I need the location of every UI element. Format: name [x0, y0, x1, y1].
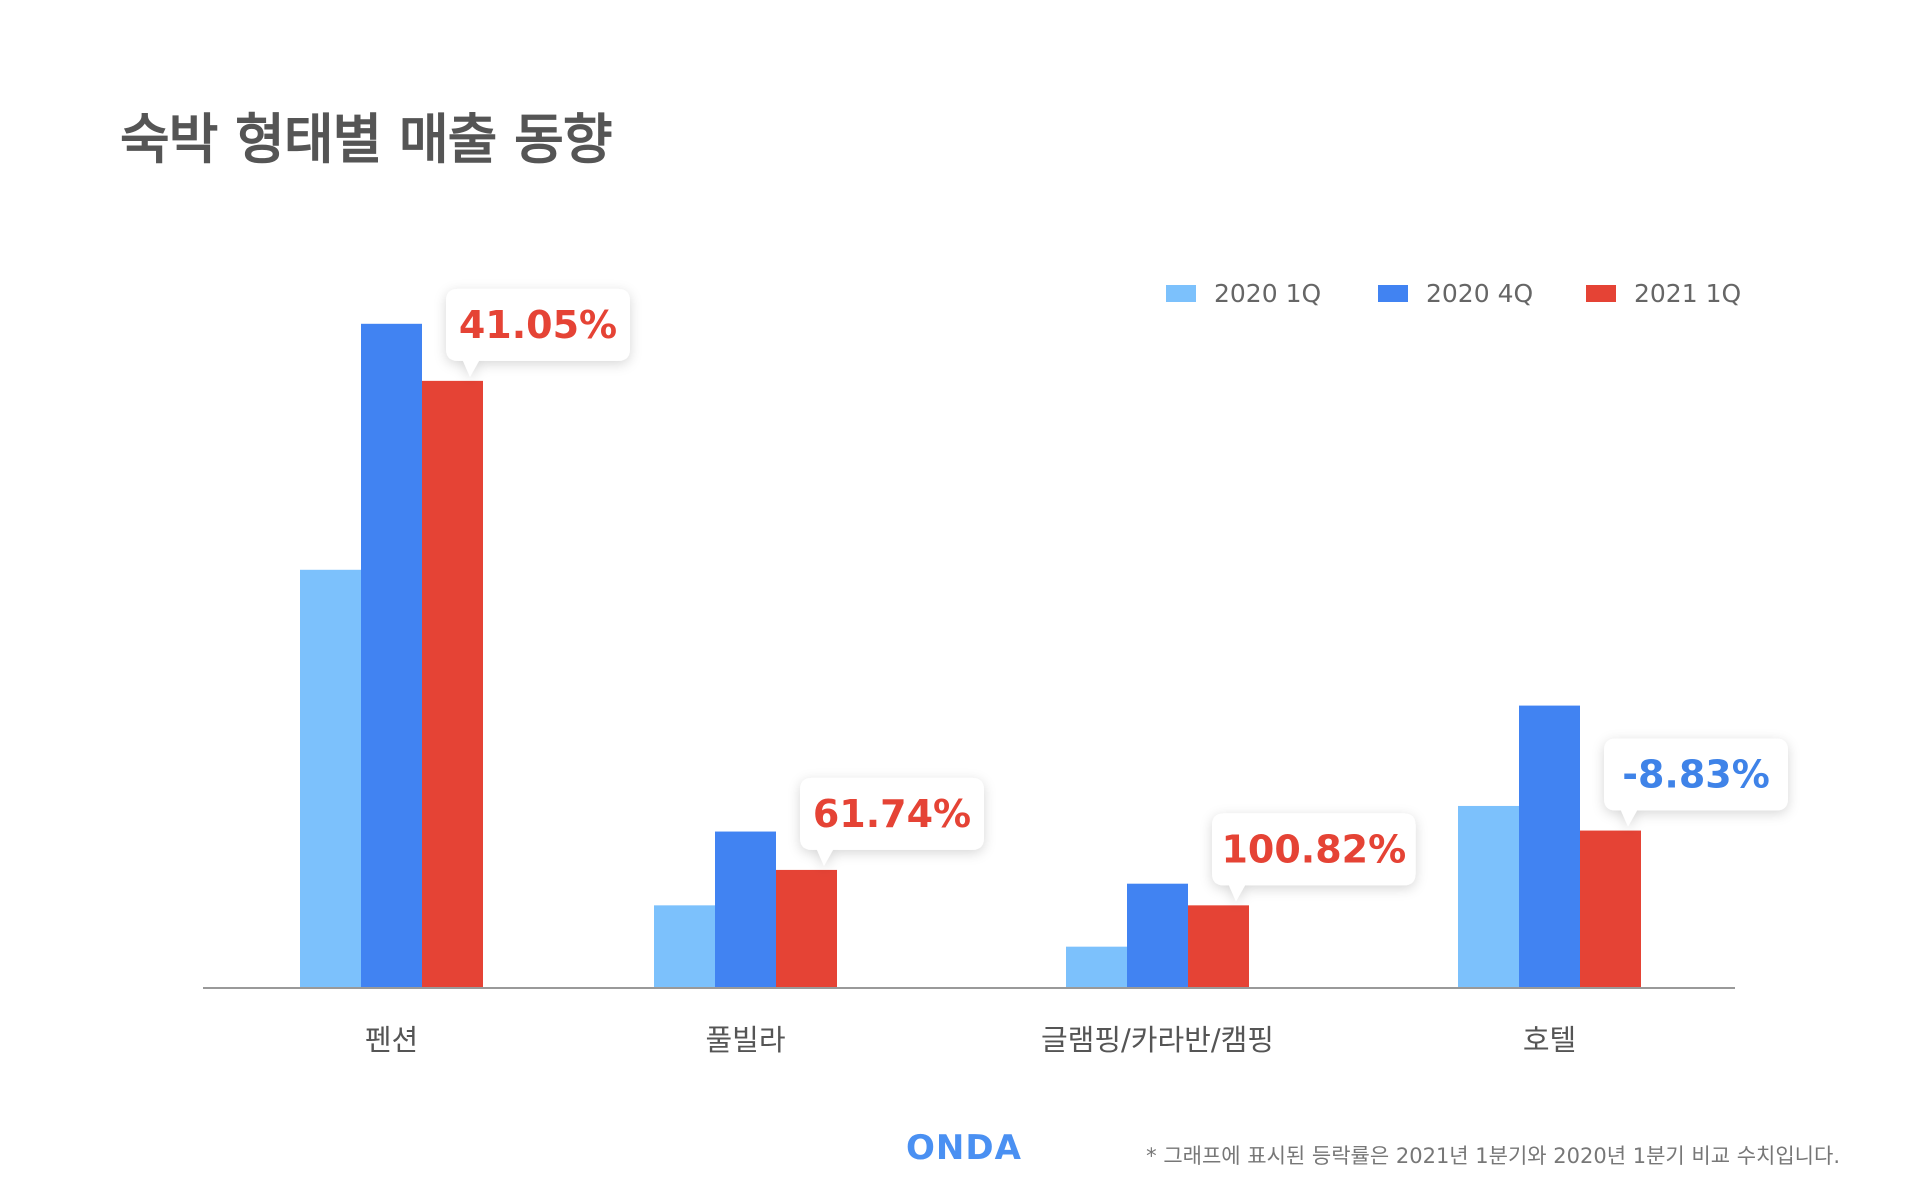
bar-2020-1q-1	[654, 905, 715, 988]
chart-legend: 2020 1Q 2020 4Q 2021 1Q	[1166, 279, 1741, 308]
callout-box	[1604, 738, 1788, 827]
data-label: -8.83%	[1622, 753, 1770, 797]
legend-swatch	[1586, 285, 1616, 302]
bar-2020-4q-2	[1127, 883, 1188, 988]
page-title: 숙박 형태별 매출 동향	[120, 108, 613, 171]
x-tick-labels: 펜션 풀빌라 글램핑/카라반/캠핑 호텔	[365, 1023, 1576, 1057]
x-tick-label: 풀빌라	[705, 1023, 785, 1057]
x-tick-label: 호텔	[1523, 1023, 1576, 1057]
callout-0: 41.05%	[446, 288, 630, 377]
bar-2020-4q-1	[715, 831, 776, 988]
callouts: 41.05% 61.74% 100.82% -8.83%	[446, 288, 1788, 902]
callout-2: 100.82%	[1212, 813, 1416, 902]
x-tick-label: 펜션	[365, 1023, 418, 1057]
data-label: 100.82%	[1221, 827, 1406, 871]
bar-2020-1q-3	[1458, 805, 1519, 988]
callout-box	[800, 777, 984, 866]
legend-swatch	[1166, 285, 1196, 302]
legend-label: 2020 1Q	[1214, 279, 1321, 308]
bar-2021-1q-3	[1580, 830, 1641, 988]
callout-box	[1212, 813, 1416, 902]
footnote: * 그래프에 표시된 등락률은 2021년 1분기와 2020년 1분기 비교 …	[1146, 1144, 1840, 1168]
legend-swatch	[1378, 285, 1408, 302]
callout-box	[446, 288, 630, 377]
bar-2020-1q-2	[1066, 946, 1127, 988]
onda-logo: ONDA	[906, 1128, 1022, 1168]
bar-2020-1q-0	[300, 569, 361, 988]
bar-2021-1q-2	[1188, 905, 1249, 988]
bar-2020-4q-3	[1519, 705, 1580, 988]
x-tick-label: 글램핑/카라반/캠핑	[1041, 1023, 1274, 1057]
callout-1: 61.74%	[800, 777, 984, 866]
callout-3: -8.83%	[1604, 738, 1788, 827]
data-label: 41.05%	[459, 303, 617, 347]
legend-label: 2020 4Q	[1426, 279, 1533, 308]
data-label: 61.74%	[813, 792, 971, 836]
legend-label: 2021 1Q	[1634, 279, 1741, 308]
bar-2020-4q-0	[361, 323, 422, 988]
bar-2021-1q-0	[422, 380, 483, 988]
bar-2021-1q-1	[776, 869, 837, 988]
bars-layer	[300, 323, 1641, 988]
